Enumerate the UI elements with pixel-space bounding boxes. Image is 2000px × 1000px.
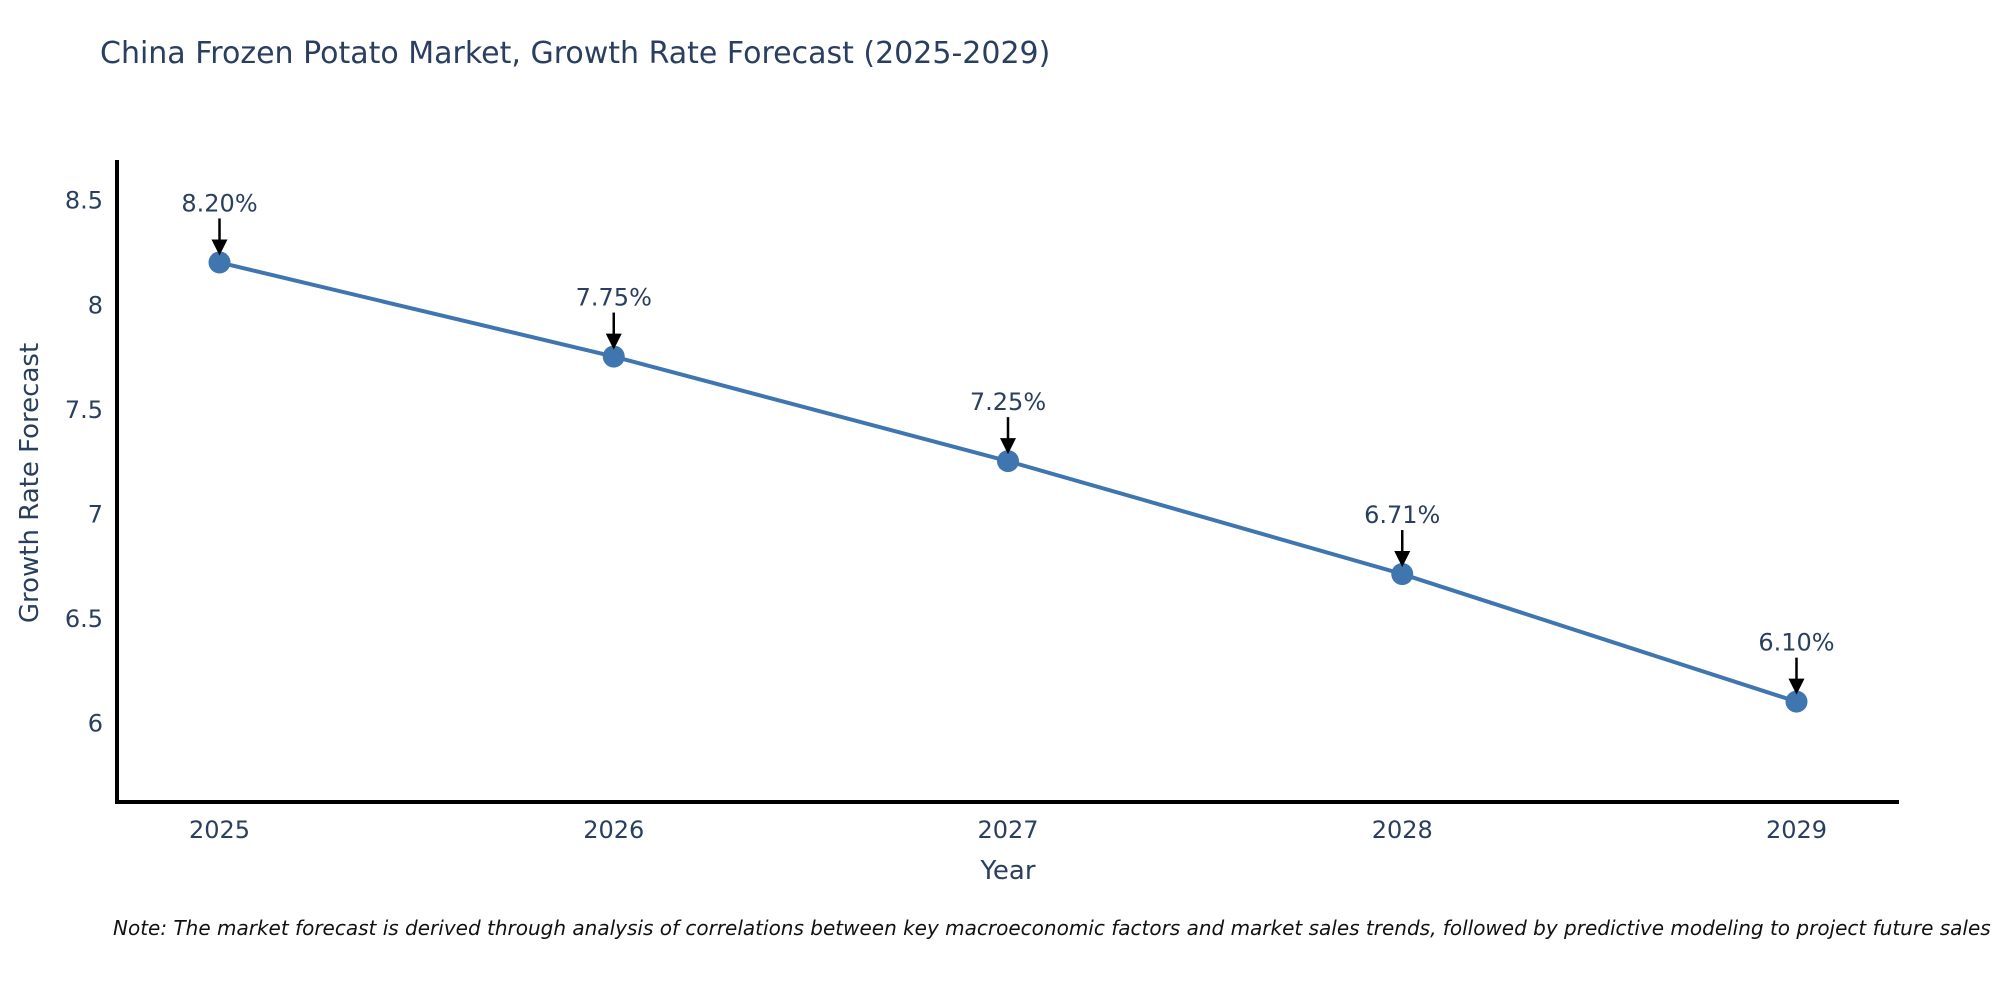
footnote: Note: The market forecast is derived thr… xyxy=(113,916,1991,940)
y-tick-label: 8.5 xyxy=(65,187,103,215)
annotation-arrowhead-icon xyxy=(1788,678,1805,695)
chart-title: China Frozen Potato Market, Growth Rate … xyxy=(100,36,1051,71)
y-tick-label: 6 xyxy=(88,710,103,738)
annotation-arrowhead-icon xyxy=(1000,438,1016,455)
data-point-label: 7.25% xyxy=(970,388,1046,416)
x-tick-label: 2026 xyxy=(583,816,644,844)
annotation-arrowhead-icon xyxy=(211,239,228,256)
data-point-marker[interactable] xyxy=(1391,563,1414,586)
data-point-marker[interactable] xyxy=(602,345,625,368)
data-point-marker[interactable] xyxy=(1785,690,1808,713)
data-point-marker[interactable] xyxy=(997,450,1019,473)
data-point-label: 6.10% xyxy=(1758,629,1834,657)
x-tick-label: 2027 xyxy=(977,816,1038,844)
x-tick-label: 2029 xyxy=(1766,816,1827,844)
y-tick-label: 7.5 xyxy=(65,396,103,424)
annotation-arrowhead-icon xyxy=(1394,551,1411,568)
annotation-arrowhead-icon xyxy=(605,333,622,350)
y-tick-label: 6.5 xyxy=(65,605,103,633)
y-tick-label: 7 xyxy=(88,500,103,528)
x-tick-label: 2025 xyxy=(189,816,250,844)
x-tick-label: 2028 xyxy=(1372,816,1433,844)
y-tick-label: 8 xyxy=(88,291,103,319)
data-point-label: 8.20% xyxy=(181,189,257,217)
data-point-marker[interactable] xyxy=(208,251,231,274)
data-point-label: 6.71% xyxy=(1364,501,1440,529)
data-point-label: 7.75% xyxy=(576,284,652,312)
forecast-trend-line xyxy=(217,260,1799,704)
x-axis-title: Year xyxy=(980,856,1036,886)
